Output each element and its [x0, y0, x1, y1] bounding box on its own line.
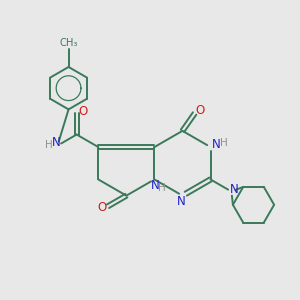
- Text: N: N: [151, 179, 160, 192]
- Text: H: H: [45, 140, 53, 150]
- Text: N: N: [177, 195, 186, 208]
- Text: O: O: [195, 104, 204, 117]
- Text: N: N: [212, 138, 221, 151]
- Text: H: H: [220, 138, 228, 148]
- Text: O: O: [97, 201, 106, 214]
- Text: N: N: [230, 183, 239, 196]
- Text: H: H: [158, 183, 166, 193]
- Text: O: O: [78, 105, 87, 119]
- Text: N: N: [52, 136, 61, 149]
- Text: CH₃: CH₃: [59, 38, 78, 48]
